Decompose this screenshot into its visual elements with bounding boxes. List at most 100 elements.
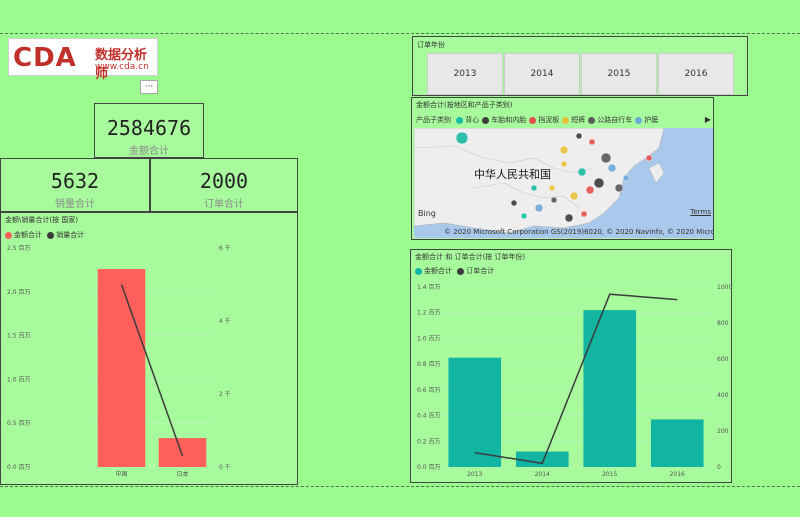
legend-swatch-year-orders [457,267,465,275]
map-bubble[interactable] [614,183,624,193]
year-chart-x-tick: 2013 [467,471,482,478]
year-chart-panel[interactable]: 金额合计 和 订单合计(按 订单年份) 金额合计 订单合计 1.4 百万 1.2 … [410,249,732,483]
country-chart-y-left-tick: 2.0 百万 [7,289,30,296]
year-chart-y-right-tick: 800 [717,320,729,327]
year-chart-y-right-tick: 600 [717,356,729,363]
map-bubble[interactable] [575,132,583,140]
map-legend-label: 短裤 [571,116,586,124]
map-legend-items: 背心 车胎和内胎 挡泥板 短裤 公路自行车 护膜 [453,116,658,124]
logo-url: www.cda.cn [95,62,149,72]
year-chart-title: 金额合计 和 订单合计(按 订单年份) [415,253,526,261]
legend-swatch-amount [5,231,12,239]
map-bubble[interactable] [560,160,568,168]
slicer-option-2014[interactable]: 2014 [504,53,580,95]
map-country-label: 中华人民共和国 [474,168,551,181]
country-chart-y-right-tick: 4 千 [219,317,231,325]
map-legend: 产品子类别 背心 车胎和内胎 挡泥板 短裤 公路自行车 护膜 [416,115,658,125]
year-chart-y-left-tick: 0.8 百万 [417,361,440,368]
country-chart-panel[interactable]: 金额\销量合计(按 国家) 金额合计 销量合计 2.5 百万 2.0 百万 1.5 … [0,212,298,485]
bing-logo: Bing [418,209,436,218]
map-legend-swatch [456,116,464,124]
total-orders-card[interactable]: 2000 订单合计 [150,158,298,212]
year-chart-y-left-tick: 0.0 百万 [417,464,440,471]
map-legend-swatch [529,116,537,124]
map-legend-swatch [482,116,490,124]
map-bubble[interactable] [569,191,579,201]
total-orders-label: 订单合计 [204,199,244,210]
total-sales-card[interactable]: 5632 销量合计 [0,158,150,212]
map-legend-swatch [588,116,596,124]
map-copyright: © 2020 Microsoft Corporation GS(2019)602… [444,228,713,236]
year-chart-line[interactable] [474,293,678,465]
canvas-bottom-divider [0,486,800,487]
slicer-option-2013[interactable]: 2013 [427,53,503,95]
country-chart-y-right-tick: 2 千 [219,390,231,398]
legend-label-amount: 金额合计 [14,231,42,239]
country-chart-bar[interactable] [158,438,207,467]
map-legend-label: 车胎和内胎 [491,116,527,124]
year-chart-bar[interactable] [448,357,502,467]
map-bubble[interactable] [593,177,605,189]
map-bubble[interactable] [564,213,574,223]
year-chart-y-left-tick: 0.2 百万 [417,438,440,445]
year-chart[interactable]: 1.4 百万 1.2 百万 1.0 百万 0.8 百万 0.6 百万 0.4 百万 0.2 … [411,250,733,484]
country-chart-y-left-tick: 2.5 百万 [7,245,30,252]
year-chart-bar[interactable] [515,451,569,467]
more-options-button[interactable]: ··· [140,80,158,94]
country-chart-legend: 金额合计 销量合计 [5,230,84,240]
year-chart-bar[interactable] [583,310,637,467]
map-bubble[interactable] [530,184,538,192]
total-amount-value: 2584676 [106,116,192,140]
logo-brand-cn: 数据分析师 [95,48,148,82]
map-terms-link[interactable]: Terms [690,208,711,216]
map-bubble[interactable] [577,167,587,177]
map-bubble[interactable] [455,131,469,145]
country-chart-y-right-tick: 0 千 [219,463,231,471]
legend-label-year-orders: 订单合计 [466,267,495,275]
map-bubble[interactable] [520,212,528,220]
year-chart-y-right-tick: 200 [717,428,729,435]
year-chart-legend: 金额合计 订单合计 [415,266,494,276]
map-bubble[interactable] [607,163,617,173]
slicer-option-2016[interactable]: 2016 [658,53,734,95]
map-bubble[interactable] [550,196,558,204]
total-sales-value: 5632 [50,169,100,193]
year-chart-y-right-tick: 1000 [717,284,732,291]
map-bubble[interactable] [622,174,630,182]
map-bubble[interactable] [534,203,544,213]
year-chart-y-right-tick: 400 [717,392,729,399]
country-chart[interactable]: 2.5 百万 2.0 百万 1.5 百万 1.0 百万 0.5 百万 0.0 百万 6 千 4… [1,213,299,486]
slicer-option-2015[interactable]: 2015 [581,53,657,95]
map-bubble[interactable] [588,138,596,146]
map-legend-label: 挡泥板 [538,116,560,124]
country-chart-bar[interactable] [97,269,146,467]
map-bubble[interactable] [585,185,595,195]
year-chart-bar[interactable] [650,419,704,467]
total-sales-label: 销量合计 [55,199,95,210]
country-chart-y-left-tick: 0.5 百万 [7,420,30,427]
order-year-slicer[interactable]: 订单年份 2013 2014 2015 2016 [412,36,748,96]
map-bubble[interactable] [580,210,588,218]
legend-swatch-sales [47,231,55,239]
country-chart-x-tick: 中国 [115,470,127,478]
map-legend-title: 产品子类别 [416,116,451,124]
legend-next-arrow-icon[interactable]: ▶ [704,115,711,124]
year-chart-x-tick: 2014 [535,471,550,478]
year-chart-x-tick: 2016 [670,471,685,478]
map-bubble[interactable] [548,184,556,192]
year-chart-y-left-tick: 1.4 百万 [417,284,440,291]
canvas-top-divider [0,33,800,34]
map-land [414,128,665,234]
country-chart-title: 金额\销量合计(按 国家) [5,216,79,224]
total-amount-card[interactable]: 2584676 金额合计 [94,103,204,158]
country-chart-y-left-tick: 1.0 百万 [7,376,30,383]
map-bubble[interactable] [559,145,569,155]
country-chart-y-left-tick: 1.5 百万 [7,333,30,340]
map-bubble[interactable] [510,199,518,207]
map-bubble[interactable] [600,152,612,164]
legend-swatch-year-amount [415,267,422,275]
map-bubble[interactable] [645,154,653,162]
region-map-panel[interactable]: 金额合计(按地区和产品子类别) 产品子类别 背心 车胎和内胎 挡泥板 短裤 公路自行车 护… [411,97,714,240]
map-canvas[interactable]: 中华人民共和国 Bing Terms © 2020 Microsoft Corp… [414,128,713,238]
country-chart-line[interactable] [120,284,184,457]
